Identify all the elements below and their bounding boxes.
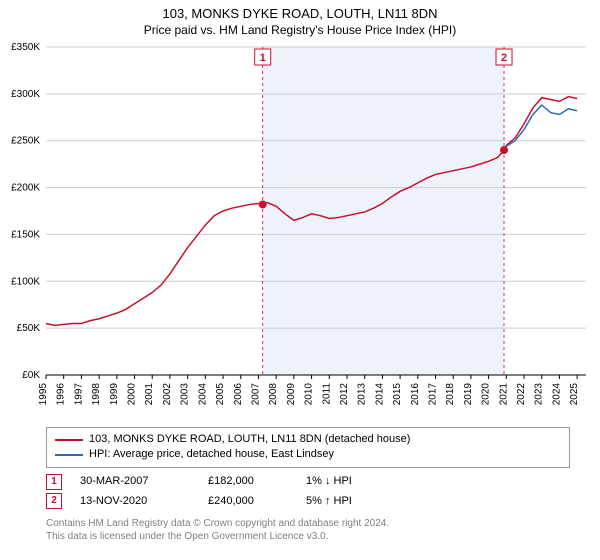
svg-text:2025: 2025 [569, 383, 580, 406]
svg-text:1: 1 [260, 52, 266, 64]
svg-text:2016: 2016 [410, 383, 421, 406]
legend-label: HPI: Average price, detached house, East… [89, 447, 334, 462]
footer-line: Contains HM Land Registry data © Crown c… [46, 517, 570, 530]
svg-text:2006: 2006 [233, 383, 244, 406]
svg-text:£250K: £250K [11, 136, 40, 147]
svg-text:2012: 2012 [339, 383, 350, 406]
svg-text:2009: 2009 [286, 383, 297, 406]
svg-text:2008: 2008 [268, 383, 279, 406]
svg-text:2021: 2021 [498, 383, 509, 406]
legend-swatch [55, 439, 83, 441]
legend: 103, MONKS DYKE ROAD, LOUTH, LN11 8DN (d… [46, 427, 570, 468]
svg-text:£200K: £200K [11, 183, 40, 194]
svg-text:2011: 2011 [321, 383, 332, 405]
footer-text: Contains HM Land Registry data © Crown c… [46, 517, 570, 543]
svg-text:2015: 2015 [392, 383, 403, 406]
chart-svg: £0K £50K £100K £150K £200K £250K £300K £350K 199… [0, 41, 600, 421]
svg-text:1996: 1996 [56, 383, 67, 406]
chart-title: 103, MONKS DYKE ROAD, LOUTH, LN11 8DN [0, 0, 600, 21]
sale-marker-icon: 1 [46, 474, 62, 490]
svg-text:2005: 2005 [215, 383, 226, 406]
table-row: 1 30-MAR-2007 £182,000 1% ↓ HPI [46, 472, 570, 492]
svg-text:2023: 2023 [534, 383, 545, 406]
svg-text:2017: 2017 [428, 383, 439, 406]
legend-swatch [55, 454, 83, 456]
sale-price: £182,000 [208, 472, 288, 492]
svg-text:2014: 2014 [374, 383, 385, 406]
svg-text:2019: 2019 [463, 383, 474, 406]
svg-text:2000: 2000 [127, 383, 138, 406]
sale-delta: 5% ↑ HPI [306, 492, 396, 512]
svg-text:£50K: £50K [17, 323, 41, 334]
table-row: 2 13-NOV-2020 £240,000 5% ↑ HPI [46, 492, 570, 512]
sale-date: 13-NOV-2020 [80, 492, 190, 512]
svg-text:2: 2 [501, 52, 507, 64]
svg-text:1997: 1997 [73, 383, 84, 406]
svg-text:2020: 2020 [481, 383, 492, 406]
legend-item-hpi: HPI: Average price, detached house, East… [55, 447, 561, 462]
svg-text:£300K: £300K [11, 89, 40, 100]
svg-text:£100K: £100K [11, 276, 40, 287]
svg-text:2007: 2007 [250, 383, 261, 406]
svg-text:£0K: £0K [22, 370, 40, 381]
legend-item-property: 103, MONKS DYKE ROAD, LOUTH, LN11 8DN (d… [55, 432, 561, 447]
sale-date: 30-MAR-2007 [80, 472, 190, 492]
svg-text:£150K: £150K [11, 229, 40, 240]
chart-container: 103, MONKS DYKE ROAD, LOUTH, LN11 8DN Pr… [0, 0, 600, 560]
sales-table: 1 30-MAR-2007 £182,000 1% ↓ HPI 2 13-NOV… [46, 472, 570, 512]
sale-marker-icon: 2 [46, 493, 62, 509]
svg-text:£350K: £350K [11, 42, 40, 53]
svg-text:2003: 2003 [180, 383, 191, 406]
chart-area: £0K £50K £100K £150K £200K £250K £300K £350K 199… [0, 41, 600, 421]
svg-text:2004: 2004 [197, 383, 208, 406]
svg-text:1999: 1999 [109, 383, 120, 406]
svg-text:2022: 2022 [516, 383, 527, 406]
sale-price: £240,000 [208, 492, 288, 512]
svg-text:2024: 2024 [551, 383, 562, 406]
footer-line: This data is licensed under the Open Gov… [46, 530, 570, 543]
svg-text:2018: 2018 [445, 383, 456, 406]
legend-label: 103, MONKS DYKE ROAD, LOUTH, LN11 8DN (d… [89, 432, 410, 447]
svg-text:1998: 1998 [91, 383, 102, 406]
sale-delta: 1% ↓ HPI [306, 472, 396, 492]
svg-text:1995: 1995 [38, 383, 49, 406]
svg-text:2001: 2001 [144, 383, 155, 406]
svg-text:2002: 2002 [162, 383, 173, 406]
chart-subtitle: Price paid vs. HM Land Registry's House … [0, 21, 600, 41]
svg-text:2010: 2010 [304, 383, 315, 406]
svg-text:2013: 2013 [357, 383, 368, 406]
